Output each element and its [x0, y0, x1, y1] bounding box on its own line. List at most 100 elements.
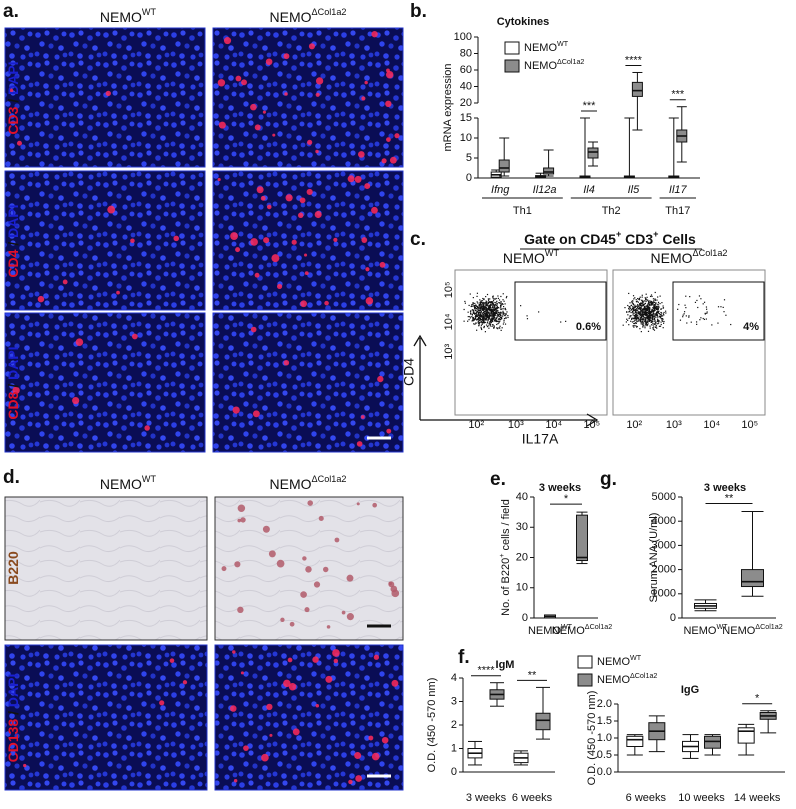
event-dot: [644, 317, 647, 319]
box: [626, 735, 644, 747]
box: [631, 81, 643, 97]
event-dot: [725, 314, 727, 316]
event-dot: [654, 306, 656, 309]
event-dot: [482, 321, 485, 323]
event-dot: [661, 315, 664, 317]
stain-spot: [159, 700, 165, 706]
event-dot: [641, 305, 643, 307]
event-dot: [489, 312, 492, 314]
event-dot: [467, 315, 469, 318]
event-dot: [477, 317, 480, 319]
event-dot: [642, 309, 644, 311]
event-dot: [493, 325, 495, 327]
event-dot: [475, 305, 478, 307]
event-dot: [635, 322, 637, 324]
event-dot: [471, 313, 473, 315]
event-dot: [482, 308, 484, 310]
event-dot: [479, 309, 481, 311]
event-dot: [658, 312, 660, 315]
event-dot: [480, 311, 482, 313]
event-dot: [483, 320, 485, 322]
event-dot: [705, 306, 708, 308]
event-dot: [694, 301, 697, 304]
row-label-part: DAPI: [5, 204, 21, 237]
event-dot: [632, 307, 634, 310]
event-dot: [464, 300, 466, 303]
event-dot: [526, 318, 529, 320]
event-dot: [655, 325, 657, 327]
event-dot: [491, 312, 493, 314]
legend-label-part: NEMO: [524, 60, 557, 72]
event-dot: [654, 317, 656, 319]
event-dot: [641, 323, 643, 325]
event-dot: [630, 304, 632, 307]
event-dot: [482, 313, 484, 315]
event-dot: [469, 315, 471, 318]
event-dot: [657, 307, 660, 309]
event-dot: [650, 303, 653, 305]
event-dot: [495, 318, 497, 320]
event-dot: [637, 297, 639, 300]
event-dot: [657, 319, 659, 321]
legend-label: NEMOΔCol1a2: [524, 58, 584, 72]
stain-spot: [75, 338, 84, 346]
x-tick-label-part: ΔCol1a2: [585, 623, 612, 631]
event-dot: [636, 314, 638, 316]
event-dot: [488, 309, 490, 311]
event-dot: [486, 313, 488, 315]
stain-spot: [237, 518, 242, 523]
flow-title-part: +: [653, 229, 658, 239]
event-dot: [481, 306, 483, 308]
event-dot: [642, 302, 644, 304]
event-dot: [650, 321, 652, 323]
stain-spot: [389, 156, 397, 164]
event-dot: [655, 322, 657, 324]
event-dot: [627, 314, 629, 316]
event-dot: [483, 314, 485, 316]
event-dot: [483, 303, 485, 305]
event-dot: [493, 304, 495, 306]
event-dot: [641, 296, 643, 298]
event-dot: [470, 310, 472, 312]
stain-spot: [266, 204, 272, 210]
event-dot: [643, 300, 645, 302]
event-dot: [492, 318, 494, 321]
event-dot: [502, 314, 504, 316]
row-label-part: DAPI: [5, 61, 21, 94]
event-dot: [656, 306, 658, 308]
event-dot: [631, 301, 633, 303]
stain-spot: [368, 735, 374, 741]
event-dot: [486, 315, 488, 317]
event-dot: [655, 306, 657, 308]
event-dot: [646, 305, 648, 307]
event-dot: [652, 315, 654, 317]
event-dot: [640, 320, 642, 322]
event-dot: [472, 320, 474, 322]
stain-spot: [217, 79, 226, 87]
event-dot: [643, 317, 646, 319]
event-dot: [463, 308, 465, 311]
event-dot: [650, 313, 652, 315]
event-dot: [500, 304, 502, 306]
row-label-part: B220: [5, 551, 21, 585]
event-dot: [480, 327, 482, 330]
x-tick-label-part: WT: [716, 623, 728, 631]
chart-title: IgG: [681, 684, 699, 696]
y-tick-label: 1.5: [597, 715, 612, 727]
event-dot: [495, 308, 497, 310]
x-tick-label: 10⁴: [703, 419, 720, 431]
event-dot: [631, 321, 634, 323]
event-dot: [492, 305, 494, 307]
stain-spot: [230, 705, 237, 712]
event-dot: [653, 307, 655, 309]
event-dot: [477, 310, 480, 312]
event-dot: [499, 305, 502, 307]
event-dot: [477, 321, 479, 323]
event-dot: [473, 306, 475, 308]
stain-spot: [250, 238, 258, 246]
event-dot: [628, 310, 631, 313]
legend-swatch: [504, 41, 520, 55]
event-dot: [655, 307, 657, 309]
stain-spot: [232, 406, 240, 414]
